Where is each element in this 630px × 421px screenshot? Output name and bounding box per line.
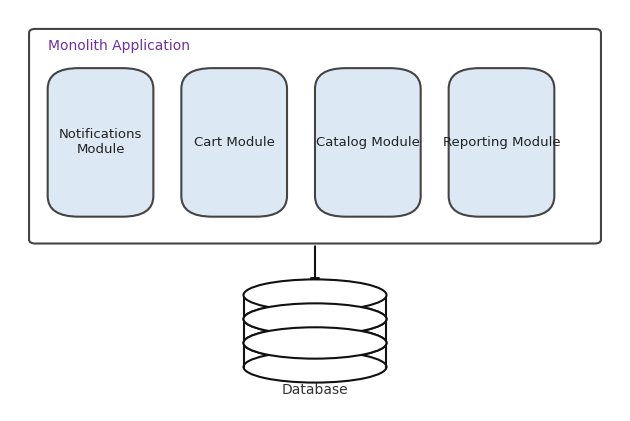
FancyBboxPatch shape [181,68,287,217]
Ellipse shape [244,304,386,335]
Polygon shape [244,319,386,343]
Ellipse shape [244,327,386,359]
FancyBboxPatch shape [449,68,554,217]
Text: Catalog Module: Catalog Module [316,136,420,149]
Polygon shape [244,295,386,319]
Ellipse shape [244,351,386,383]
Text: Cart Module: Cart Module [194,136,275,149]
Text: Monolith Application: Monolith Application [48,39,190,53]
Text: Notifications
Module: Notifications Module [59,128,142,157]
FancyBboxPatch shape [29,29,601,243]
Text: Database: Database [282,383,348,397]
Ellipse shape [244,327,386,359]
Ellipse shape [244,280,386,311]
Ellipse shape [244,304,386,335]
Text: Reporting Module: Reporting Module [443,136,560,149]
Polygon shape [244,343,386,367]
FancyBboxPatch shape [315,68,421,217]
FancyBboxPatch shape [48,68,153,217]
